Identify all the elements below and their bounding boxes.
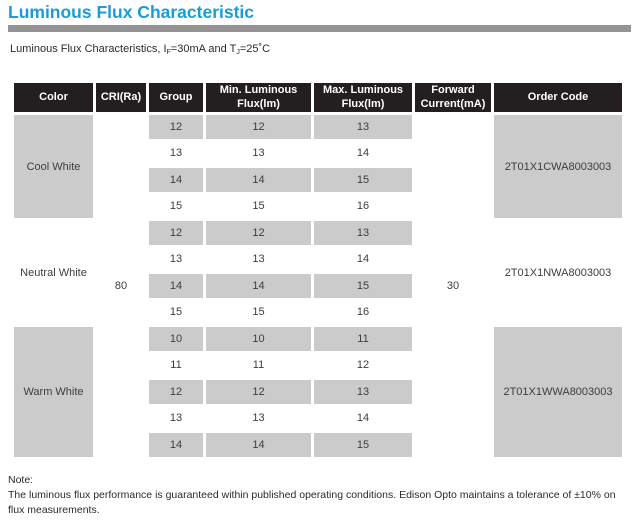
group-cell: 11 [149, 353, 203, 377]
min-flux-cell: 15 [206, 300, 311, 324]
table-row: 14 14 15 [14, 168, 622, 192]
min-flux-cell: 13 [206, 247, 311, 271]
order-code-cell: 2T01X1WWA8003003 [494, 327, 622, 457]
table-row: 14 14 15 [14, 274, 622, 298]
column-header: Max. Luminous Flux(lm) [314, 83, 412, 112]
min-flux-cell: 12 [206, 380, 311, 404]
min-flux-cell: 14 [206, 433, 311, 457]
flux-table-body: Cool White 80 12 12 13 30 2T01X1CWA8003003 13 13… [14, 115, 622, 457]
page-title: Luminous Flux Characteristic [8, 2, 255, 22]
max-flux-cell: 14 [314, 141, 412, 165]
table-row: 12 12 13 [14, 380, 622, 404]
order-code-cell: 2T01X1NWA8003003 [494, 221, 622, 324]
table-row: 13 13 14 [14, 141, 622, 165]
group-cell: 12 [149, 380, 203, 404]
column-header: Group [149, 83, 203, 112]
column-header: Color [14, 83, 93, 112]
max-flux-cell: 15 [314, 274, 412, 298]
group-cell: 13 [149, 247, 203, 271]
table-caption: Luminous Flux Characteristics, IF=30mA a… [10, 43, 638, 59]
max-flux-cell: 12 [314, 353, 412, 377]
min-flux-cell: 12 [206, 221, 311, 245]
table-row: Neutral White 12 12 13 2T01X1NWA8003003 [14, 221, 622, 324]
max-flux-cell: 11 [314, 327, 412, 351]
table-row: 15 15 16 [14, 194, 622, 218]
footnote: Note: The luminous flux performance is gu… [8, 473, 630, 518]
column-header: CRI(Ra) [96, 83, 146, 112]
table-row: 13 13 14 [14, 406, 622, 430]
min-flux-cell: 14 [206, 168, 311, 192]
group-cell: 13 [149, 406, 203, 430]
column-header: Forward Current(mA) [415, 83, 491, 112]
luminous-flux-table: Color CRI(Ra) Group Min. Luminous Flux(lm) M… [11, 80, 625, 460]
max-flux-cell: 13 [314, 380, 412, 404]
group-cell: 15 [149, 300, 203, 324]
group-cell: 15 [149, 194, 203, 218]
caption-subscript-j: J [236, 49, 240, 56]
table-row: 14 14 15 [14, 433, 622, 457]
group-cell: 12 [149, 221, 203, 245]
color-name-cell: Cool White [14, 115, 93, 218]
min-flux-cell: 13 [206, 406, 311, 430]
min-flux-cell: 14 [206, 274, 311, 298]
max-flux-cell: 15 [314, 433, 412, 457]
order-code-cell: 2T01X1CWA8003003 [494, 115, 622, 218]
caption-text-1: Luminous Flux Characteristics, I [10, 43, 167, 55]
max-flux-cell: 16 [314, 194, 412, 218]
table-row: 13 13 14 [14, 247, 622, 271]
cri-cell: 80 [96, 115, 146, 457]
caption-text-3: =25˚C [239, 43, 271, 55]
footnote-text: The luminous flux performance is guarant… [8, 488, 616, 516]
group-cell: 10 [149, 327, 203, 351]
table-row: Cool White 80 12 12 13 30 2T01X1CWA8003003 [14, 115, 622, 457]
min-flux-cell: 10 [206, 327, 311, 351]
color-name-cell: Neutral White [14, 221, 93, 324]
column-header: Order Code [494, 83, 622, 112]
min-flux-cell: 12 [206, 115, 311, 139]
min-flux-cell: 15 [206, 194, 311, 218]
footnote-label: Note: [8, 473, 34, 486]
group-cell: 12 [149, 115, 203, 139]
forward-current-cell: 30 [415, 115, 491, 457]
caption-subscript-f: F [166, 49, 171, 56]
group-cell: 14 [149, 274, 203, 298]
group-cell: 14 [149, 433, 203, 457]
max-flux-cell: 13 [314, 115, 412, 139]
group-cell: 14 [149, 168, 203, 192]
table-row: Warm White 10 10 11 2T01X1WWA8003003 [14, 327, 622, 457]
caption-text-2: =30mA and T [170, 43, 237, 55]
min-flux-cell: 13 [206, 141, 311, 165]
max-flux-cell: 16 [314, 300, 412, 324]
max-flux-cell: 13 [314, 221, 412, 245]
header-row: Color CRI(Ra) Group Min. Luminous Flux(lm) M… [14, 83, 622, 112]
max-flux-cell: 15 [314, 168, 412, 192]
table-row: 15 15 16 [14, 300, 622, 324]
max-flux-cell: 14 [314, 406, 412, 430]
min-flux-cell: 11 [206, 353, 311, 377]
title-divider [8, 25, 631, 32]
group-cell: 13 [149, 141, 203, 165]
table-row: 11 11 12 [14, 353, 622, 377]
color-name-cell: Warm White [14, 327, 93, 457]
column-header: Min. Luminous Flux(lm) [206, 83, 311, 112]
max-flux-cell: 14 [314, 247, 412, 271]
